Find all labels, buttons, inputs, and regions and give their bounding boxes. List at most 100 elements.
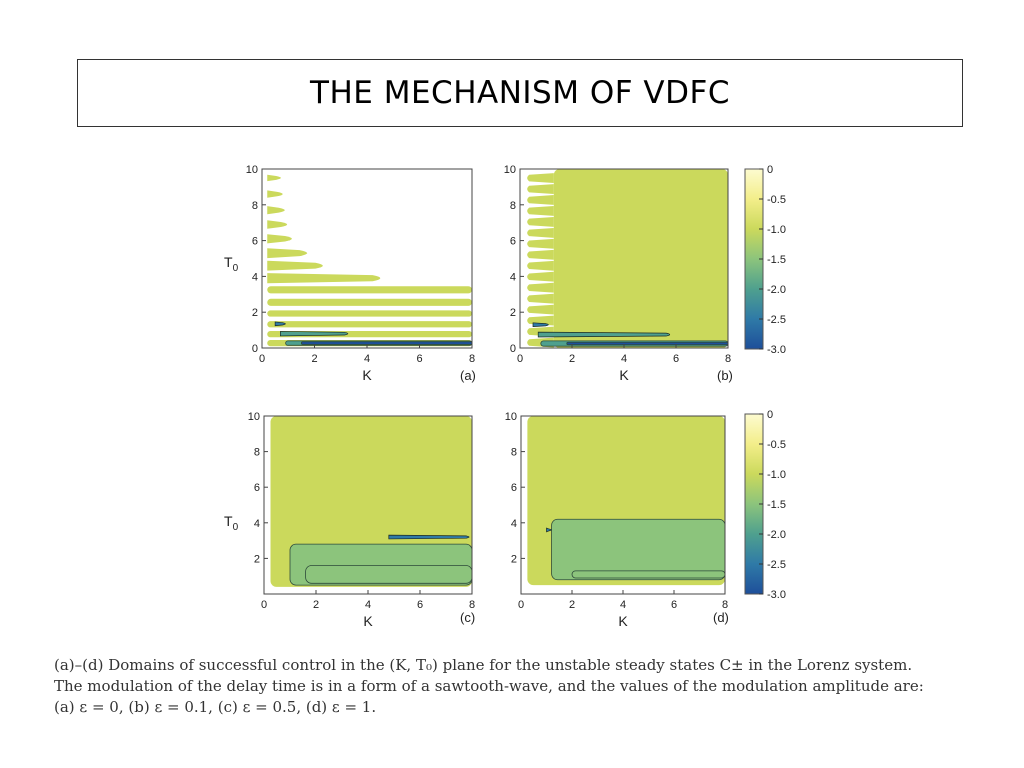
panel-d: 0 2 4 6 8 2 4 6 8 10 K (d) <box>505 411 729 629</box>
y-tick-label: 10 <box>246 164 258 176</box>
x-axis-label: K <box>362 367 372 383</box>
panel-label: (a) <box>460 368 476 383</box>
x-tick-label: 0 <box>259 353 265 365</box>
colorbar-tick-label: -0.5 <box>767 439 786 451</box>
x-tick-label: 8 <box>722 599 728 611</box>
colorbar-tick-label: -1.0 <box>767 224 786 236</box>
x-tick-label: 2 <box>569 599 575 611</box>
colorbar: 0 -0.5 -1.0 -1.5 -2.0 -2.5 -3.0 <box>744 164 786 356</box>
caption-line-3: (a) ε = 0, (b) ε = 0.1, (c) ε = 0.5, (d)… <box>54 698 377 716</box>
region-tongue <box>267 174 281 182</box>
panel-label: (d) <box>713 610 729 625</box>
figure-caption: (a)–(d) Domains of successful control in… <box>54 655 984 718</box>
y-tick-label: 8 <box>252 200 258 212</box>
heatmap-regions <box>267 174 472 347</box>
x-tick-label: 4 <box>365 599 371 611</box>
colorbar-tick-label: -1.0 <box>767 469 786 481</box>
region-band <box>267 286 472 294</box>
y-tick-label: 0 <box>510 343 516 355</box>
x-axis-label: K <box>618 613 628 629</box>
colorbar-tick-label: -0.5 <box>767 194 786 206</box>
region-scallop <box>527 293 554 304</box>
x-tick-label: 2 <box>569 353 575 365</box>
colorbar-tick-label: -2.0 <box>767 284 786 296</box>
colorbar-tick-label: -3.0 <box>767 589 786 601</box>
x-axis-label: K <box>363 613 373 629</box>
region-tongue <box>267 260 323 271</box>
x-tick-label: 8 <box>469 599 475 611</box>
colorbar-tick-label: 0 <box>767 409 773 421</box>
x-tick-label: 2 <box>313 599 319 611</box>
region-tongue <box>267 273 381 284</box>
region-scallop <box>527 260 554 271</box>
region-tongue <box>388 534 470 540</box>
panel-b: 0 2 4 6 8 0 2 4 6 8 10 K (b) <box>504 164 733 383</box>
caption-line-1: (a)–(d) Domains of successful control in… <box>54 656 913 674</box>
y-tick-label: 4 <box>511 518 517 530</box>
y-tick-label: 6 <box>510 236 516 248</box>
region-tongue <box>546 527 552 533</box>
panel-c: 0 2 4 6 8 2 4 6 8 10 K T0 (c) <box>224 411 475 629</box>
y-tick-label: 2 <box>510 307 516 319</box>
region-tongue <box>280 331 349 337</box>
y-tick-label: 8 <box>511 447 517 459</box>
region-scallop <box>527 249 554 260</box>
y-tick-label: 6 <box>254 482 260 494</box>
region-band <box>305 565 472 584</box>
x-tick-label: 4 <box>364 353 370 365</box>
heatmap-regions <box>527 416 725 586</box>
x-tick-label: 6 <box>673 353 679 365</box>
x-tick-label: 8 <box>725 353 731 365</box>
y-tick-label: 8 <box>254 447 260 459</box>
y-tick-label: 10 <box>505 411 517 423</box>
x-tick-label: 0 <box>517 353 523 365</box>
x-tick-label: 4 <box>621 353 627 365</box>
x-tick-label: 0 <box>261 599 267 611</box>
region-band <box>267 298 472 306</box>
x-tick-label: 4 <box>620 599 626 611</box>
colorbar-tick-label: -2.5 <box>767 314 786 326</box>
region-scallop <box>527 195 554 205</box>
region-band <box>267 321 472 328</box>
x-tick-label: 0 <box>518 599 524 611</box>
y-tick-label: 0 <box>252 343 258 355</box>
y-tick-label: 6 <box>252 236 258 248</box>
y-tick-label: 8 <box>510 200 516 212</box>
region-scallop <box>527 184 554 194</box>
colorbar-tick-label: -1.5 <box>767 499 786 511</box>
colorbar: 0 -0.5 -1.0 -1.5 -2.0 -2.5 -3.0 <box>744 409 786 601</box>
region-scallop <box>527 271 554 282</box>
panel-a: 0 2 4 6 8 0 2 4 6 8 10 K T0 (a) <box>224 164 476 383</box>
region-scallop <box>527 173 554 183</box>
x-tick-label: 6 <box>416 353 422 365</box>
y-tick-label: 2 <box>254 553 260 565</box>
colorbar-tick-label: 0 <box>767 164 773 176</box>
y-tick-label: 10 <box>248 411 260 423</box>
slide-title-box: THE MECHANISM OF VDFC <box>77 59 963 127</box>
x-axis-label: K <box>619 367 629 383</box>
figure-panels: 0 2 4 6 8 0 2 4 6 8 10 K T0 (a) 0 2 4 6 8 0 2 4 6 8 10 K (b) 0 2 4 6 8 2… <box>224 164 786 629</box>
region-tongue <box>532 322 549 327</box>
panel-label: (b) <box>717 368 733 383</box>
heatmap-regions <box>527 169 728 348</box>
region-band <box>300 341 472 345</box>
region-band <box>553 169 728 348</box>
y-tick-label: 6 <box>511 482 517 494</box>
colorbar-tick-label: -1.5 <box>767 254 786 266</box>
panel-label: (c) <box>460 610 475 625</box>
colorbar-tick-label: -3.0 <box>767 344 786 356</box>
region-band <box>267 310 472 317</box>
x-tick-label: 2 <box>311 353 317 365</box>
region-tongue <box>537 331 671 338</box>
region-scallop <box>527 304 554 315</box>
region-tongue <box>267 248 308 259</box>
caption-line-2: The modulation of the delay time is in a… <box>54 677 924 695</box>
region-tongue <box>267 206 285 215</box>
region-scallop <box>527 206 554 216</box>
y-tick-label: 10 <box>504 164 516 176</box>
y-tick-label: 4 <box>510 271 516 283</box>
y-tick-label: 2 <box>252 307 258 319</box>
region-tongue <box>267 220 288 229</box>
heatmap-regions <box>270 416 472 587</box>
region-scallop <box>527 282 554 293</box>
